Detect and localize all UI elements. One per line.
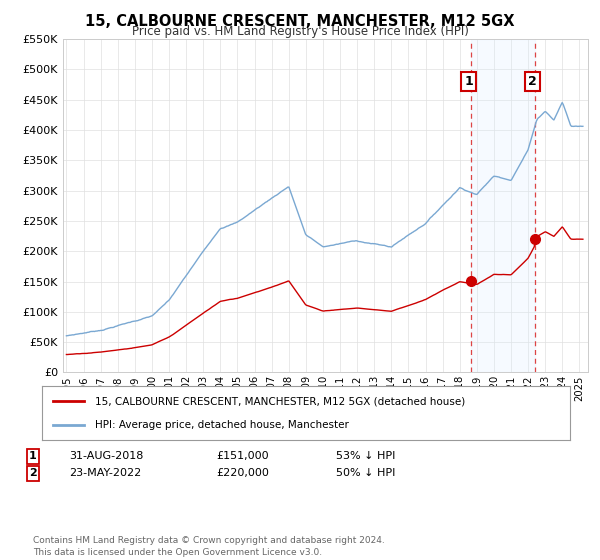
Text: 53% ↓ HPI: 53% ↓ HPI xyxy=(336,451,395,461)
Text: 1: 1 xyxy=(464,75,473,88)
Text: Price paid vs. HM Land Registry's House Price Index (HPI): Price paid vs. HM Land Registry's House … xyxy=(131,25,469,38)
Text: 15, CALBOURNE CRESCENT, MANCHESTER, M12 5GX: 15, CALBOURNE CRESCENT, MANCHESTER, M12 … xyxy=(85,14,515,29)
Text: HPI: Average price, detached house, Manchester: HPI: Average price, detached house, Manc… xyxy=(95,419,349,430)
Text: 15, CALBOURNE CRESCENT, MANCHESTER, M12 5GX (detached house): 15, CALBOURNE CRESCENT, MANCHESTER, M12 … xyxy=(95,396,465,407)
Bar xyxy=(471,39,535,372)
Text: £220,000: £220,000 xyxy=(216,468,269,478)
Text: 2: 2 xyxy=(29,468,37,478)
Text: £151,000: £151,000 xyxy=(216,451,269,461)
Text: 2: 2 xyxy=(528,75,536,88)
Text: 1: 1 xyxy=(29,451,37,461)
Text: Contains HM Land Registry data © Crown copyright and database right 2024.
This d: Contains HM Land Registry data © Crown c… xyxy=(33,536,385,557)
Text: 31-AUG-2018: 31-AUG-2018 xyxy=(69,451,143,461)
Text: 23-MAY-2022: 23-MAY-2022 xyxy=(69,468,141,478)
Text: 50% ↓ HPI: 50% ↓ HPI xyxy=(336,468,395,478)
